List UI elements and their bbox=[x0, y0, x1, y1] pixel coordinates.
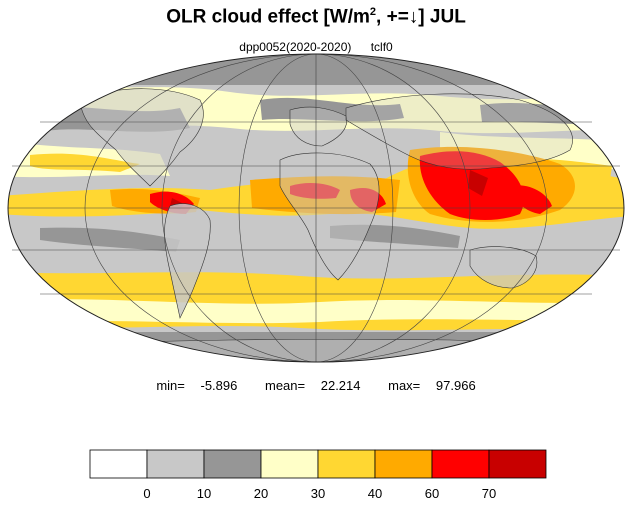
legend-swatch bbox=[146, 449, 205, 479]
max-value: 97.966 bbox=[435, 378, 476, 393]
variable-label: tclf0 bbox=[370, 40, 393, 54]
mean-value: 22.214 bbox=[320, 378, 361, 393]
legend-tick-label: 60 bbox=[425, 486, 439, 501]
plot-subtitle: dpp0052(2020-2020) tclf0 bbox=[0, 40, 632, 54]
legend-swatch bbox=[203, 449, 262, 479]
legend-swatch bbox=[260, 449, 319, 479]
north-america bbox=[79, 88, 204, 187]
africa bbox=[279, 152, 380, 281]
south-america bbox=[164, 203, 211, 319]
plot-title: OLR cloud effect [W/m2, +=↓] JUL bbox=[166, 6, 466, 28]
world-map bbox=[7, 53, 625, 363]
legend-swatch bbox=[374, 449, 433, 479]
asia bbox=[345, 93, 573, 170]
legend-tick-label: 20 bbox=[254, 486, 268, 501]
legend-swatch bbox=[317, 449, 376, 479]
legend-tick-label: 40 bbox=[368, 486, 382, 501]
legend-tick-label: 70 bbox=[482, 486, 496, 501]
itcz-red bbox=[150, 151, 552, 220]
globe-outline bbox=[7, 53, 625, 363]
legend-swatch bbox=[488, 449, 547, 479]
statistics: min= -5.896 mean= 22.214 max= 97.966 bbox=[156, 378, 476, 393]
legend-tick-label: 0 bbox=[143, 486, 150, 501]
australia bbox=[469, 246, 538, 289]
europe bbox=[289, 106, 347, 147]
min-value: -5.896 bbox=[200, 378, 238, 393]
legend-tick-label: 10 bbox=[197, 486, 211, 501]
legend-swatch bbox=[89, 449, 148, 479]
legend-swatch bbox=[431, 449, 490, 479]
experiment-label: dpp0052(2020-2020) bbox=[239, 40, 352, 54]
legend-tick-label: 30 bbox=[311, 486, 325, 501]
